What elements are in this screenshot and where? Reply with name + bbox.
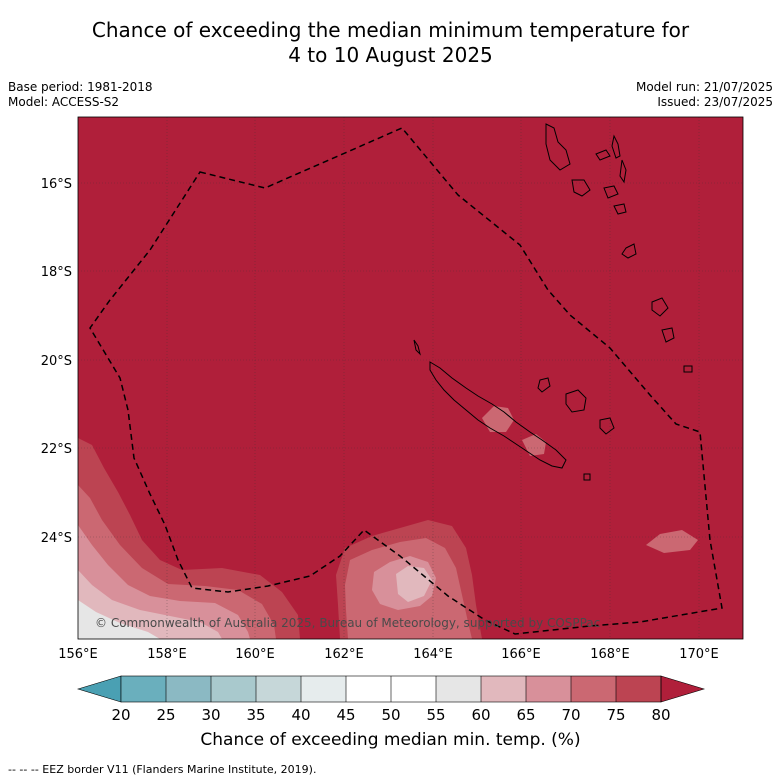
loyalty-island-mare [599,417,615,435]
colorbar-tick: 35 [246,706,265,720]
colorbar: 20 25 30 35 40 45 50 55 60 65 70 75 80 [76,675,706,720]
contour-65-70-east [646,530,698,553]
vanuatu-efate [621,243,637,259]
vanuatu-tanna [661,327,675,343]
meta-left: Base period: 1981-2018 Model: ACCESS-S2 [8,80,153,110]
colorbar-tick: 80 [651,706,670,720]
lon-label-166e: 166°E [501,647,541,662]
new-caledonia-island [429,361,567,469]
colorbar-tick: 50 [381,706,400,720]
colorbar-segment [526,676,571,702]
base-period-label: Base period: 1981-2018 [8,80,153,94]
colorbar-segment [121,676,166,702]
colorbar-tick: 75 [606,706,625,720]
loyalty-island-lifou [565,389,587,413]
lon-label-170e: 170°E [679,647,719,662]
colorbar-tick: 65 [516,706,535,720]
colorbar-segment [166,676,211,702]
meta-right: Model run: 21/07/2025 Issued: 23/07/2025 [636,80,773,110]
lat-label-18s: 18°S [41,265,72,280]
loyalty-island-ouvea [537,377,551,393]
colorbar-tick: 70 [561,706,580,720]
vanuatu-espiritu-santo [545,123,571,171]
colorbar-segment [616,676,661,702]
title-line-1: Chance of exceeding the median minimum t… [91,18,690,42]
colorbar-segment [301,676,346,702]
contour-65-70-nc2 [522,434,546,456]
lat-label-22s: 22°S [41,442,72,457]
colorbar-segment [256,676,301,702]
belep-islands [413,339,421,356]
lon-label-162e: 162°E [324,647,364,662]
vanuatu-erromango [651,297,669,317]
colorbar-tick: 25 [156,706,175,720]
lon-label-168e: 168°E [590,647,630,662]
lon-label-156e: 156°E [58,647,98,662]
colorbar-tick: 40 [291,706,310,720]
vanuatu-maewo [611,134,621,159]
title-line-2: 4 to 10 August 2025 [288,43,493,67]
copyright-text: © Commonwealth of Australia 2025, Bureau… [95,616,600,630]
contour-50-55-sw [78,600,160,639]
colorbar-tick: 45 [336,706,355,720]
lat-label-16s: 16°S [41,177,72,192]
probability-map: © Commonwealth of Australia 2025, Bureau… [41,116,744,720]
vanuatu-pentecost [619,159,627,184]
vanuatu-ambrym [603,185,619,199]
colorbar-low-arrow [76,675,122,703]
chart-title: Chance of exceeding the median minimum t… [0,18,781,68]
colorbar-tick: 30 [201,706,220,720]
lat-label-20s: 20°S [41,354,72,369]
lon-label-160e: 160°E [235,647,275,662]
vanuatu-epi [613,203,627,215]
model-label: Model: ACCESS-S2 [8,95,120,109]
colorbar-segment [481,676,526,702]
lat-label-24s: 24°S [41,531,72,546]
model-run-label: Model run: 21/07/2025 [635,80,773,94]
colorbar-tick: 20 [111,706,130,720]
colorbar-segment [346,676,391,702]
colorbar-high-arrow [660,675,706,703]
issued-label: Issued: 23/07/2025 [657,95,773,109]
colorbar-label: Chance of exceeding median min. temp. (%… [200,730,581,750]
colorbar-tick: 60 [471,706,490,720]
lon-label-164e: 164°E [413,647,453,662]
vanuatu-ambae [595,149,611,161]
contour-65-70-nc [482,406,514,432]
colorbar-tick: 55 [426,706,445,720]
isle-of-pines [583,473,591,481]
lon-label-158e: 158°E [147,647,187,662]
eez-footnote: -- -- -- EEZ border V11 (Flanders Marine… [8,763,317,776]
gridlines [78,117,743,639]
colorbar-segment [436,676,481,702]
eez-border [89,127,723,635]
vanuatu-aneityum [683,365,693,373]
colorbar-segment [391,676,436,702]
colorbar-segment [211,676,256,702]
map-frame [77,116,744,640]
colorbar-segment [571,676,616,702]
vanuatu-malekula [571,179,591,197]
